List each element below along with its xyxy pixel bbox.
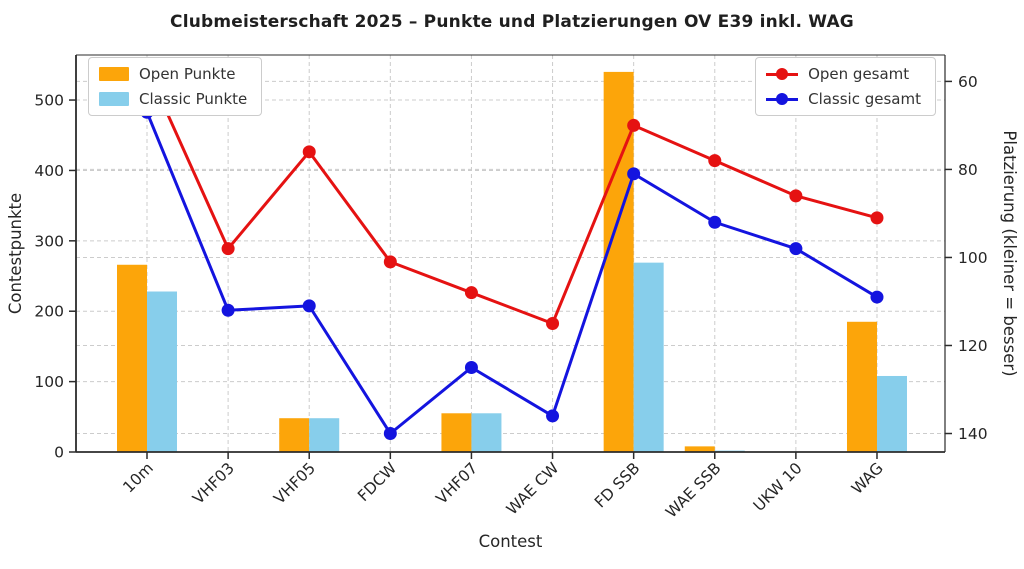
right-tick-label: 100 [958,249,988,267]
bar-open-punkte [279,418,310,452]
legend-item-open-punkte: Open Punkte [99,65,247,83]
bar-classic-punkte [633,262,664,452]
marker-classic-gesamt [383,427,397,441]
marker-classic-gesamt [627,167,641,181]
marker-open-gesamt [870,211,884,225]
marker-open-gesamt [221,242,235,256]
marker-open-gesamt [708,154,722,168]
category-label: WAG [848,459,887,498]
marker-open-gesamt [627,118,641,132]
marker-classic-gesamt [302,299,316,313]
legend-label-open-punkte: Open Punkte [139,65,236,83]
marker-classic-gesamt [789,242,803,256]
open-punkte-swatch [99,67,129,81]
marker-classic-gesamt [464,360,478,374]
legend-line-series: Open gesamt Classic gesamt [755,57,936,116]
right-tick-label: 60 [958,73,978,91]
bar-open-punkte [117,264,147,452]
category-label: VHF03 [189,459,238,508]
left-axis-label: Contestpunkte [6,193,25,314]
legend-item-open-gesamt: Open gesamt [766,65,921,83]
legend-label-open-gesamt: Open gesamt [808,65,910,83]
x-axis-label: Contest [479,532,543,551]
bar-classic-punkte [471,413,502,452]
legend-label-classic-punkte: Classic Punkte [139,90,248,108]
bar-classic-punkte [876,375,907,452]
left-tick-label: 300 [34,232,64,250]
left-tick-label: 500 [34,92,64,110]
marker-classic-gesamt [870,290,884,304]
category-label: FD SSB [591,459,643,511]
left-tick-label: 100 [34,373,64,391]
open-gesamt-swatch [766,67,799,81]
category-label: FDCW [354,459,400,505]
left-tick-label: 0 [54,444,64,462]
chart-title: Clubmeisterschaft 2025 – Punkte und Plat… [170,12,854,32]
bar-classic-punkte [309,418,340,452]
left-tick-label: 400 [34,162,64,180]
right-axis-label: Platzierung (kleiner = besser) [1000,130,1019,376]
classic-punkte-swatch [99,92,129,106]
marker-open-gesamt [302,145,316,159]
marker-open-gesamt [383,255,397,269]
category-label: 10m [119,459,156,496]
marker-classic-gesamt [546,409,560,423]
marker-classic-gesamt [708,215,722,229]
marker-open-gesamt [464,286,478,300]
bar-open-punkte [846,321,877,452]
legend-label-classic-gesamt: Classic gesamt [808,90,921,108]
legend-item-classic-punkte: Classic Punkte [99,90,247,108]
line-open-gesamt [145,67,878,325]
bar-classic-punkte [147,291,177,452]
line-classic-gesamt [145,111,878,436]
left-tick-label: 200 [34,303,64,321]
bar-open-punkte [441,413,472,452]
classic-gesamt-swatch [766,92,799,106]
right-tick-label: 120 [958,337,988,355]
category-label: VHF05 [270,459,319,508]
marker-classic-gesamt [221,303,235,317]
category-label: VHF07 [433,459,482,508]
category-label: WAE SSB [662,459,724,521]
category-label: UKW 10 [750,459,806,515]
right-tick-label: 80 [958,161,978,179]
legend-bar-series: Open Punkte Classic Punkte [88,57,263,116]
marker-open-gesamt [789,189,803,203]
marker-open-gesamt [546,316,560,330]
right-tick-label: 140 [958,425,988,443]
bar-open-punkte [684,446,715,452]
category-label: WAE CW [503,459,562,518]
legend-item-classic-gesamt: Classic gesamt [766,90,921,108]
